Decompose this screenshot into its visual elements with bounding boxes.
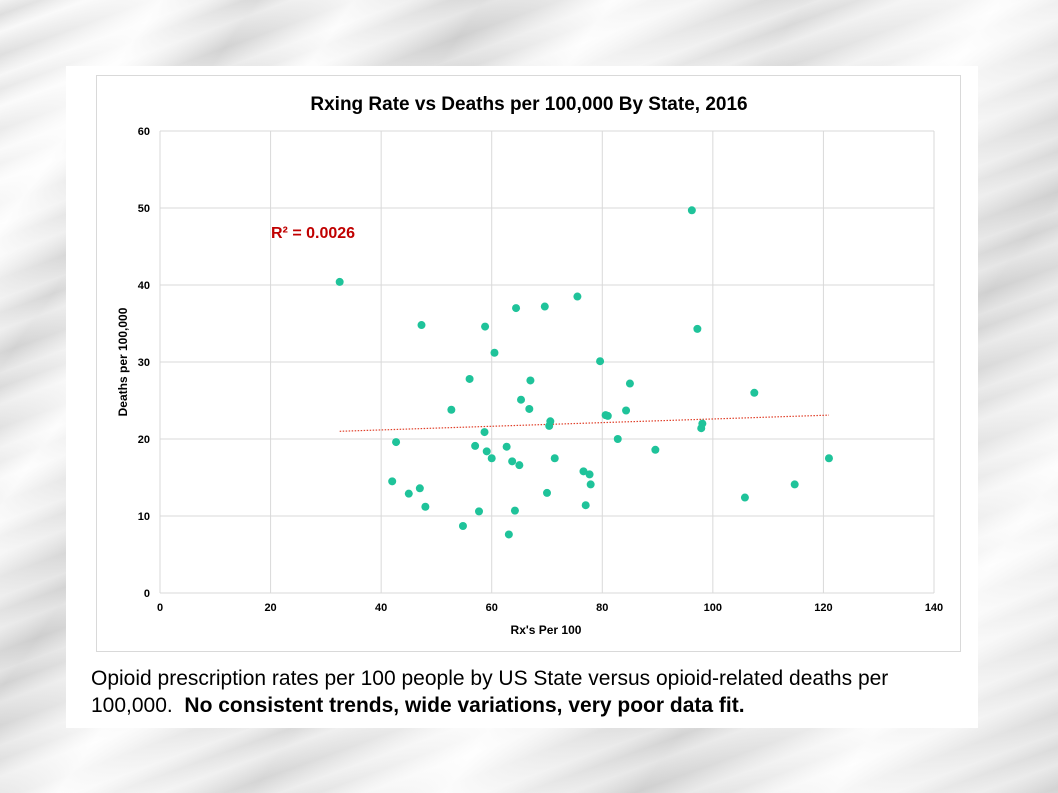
x-tick-label: 100	[704, 602, 722, 614]
trendline	[339, 414, 829, 432]
data-point	[622, 406, 631, 415]
data-point	[517, 395, 526, 404]
data-point	[546, 417, 555, 426]
x-tick-label: 0	[157, 602, 163, 614]
tick-labels: 0 10 20 30 40 50 60 0 20 40 60 80 100 120 140	[138, 126, 943, 614]
data-point	[550, 454, 559, 463]
data-point	[392, 438, 401, 447]
data-point	[526, 376, 535, 385]
caption-text: Opioid prescription rates per 100 people…	[91, 667, 889, 717]
data-point	[404, 489, 413, 498]
y-tick-label: 50	[138, 203, 150, 215]
y-tick-label: 0	[144, 588, 150, 600]
data-point	[417, 321, 426, 330]
data-point	[581, 501, 590, 510]
data-point	[596, 357, 605, 366]
x-tick-label: 20	[264, 602, 276, 614]
data-point	[504, 530, 513, 539]
x-tick-label: 120	[814, 602, 832, 614]
x-tick-label: 140	[925, 602, 943, 614]
data-point	[421, 502, 430, 511]
data-point	[687, 206, 696, 215]
data-point	[585, 470, 594, 479]
data-point	[603, 411, 612, 420]
data-point	[613, 435, 622, 443]
chart-area: Rxing Rate vs Deaths per 100,000 By Stat…	[96, 75, 961, 652]
gridlines	[159, 130, 935, 594]
data-point	[508, 457, 517, 466]
data-point	[490, 348, 499, 357]
data-point	[458, 522, 467, 531]
data-point	[471, 441, 480, 450]
data-point	[388, 477, 397, 486]
data-point	[487, 454, 496, 463]
data-point	[540, 302, 549, 311]
data-point	[790, 480, 799, 489]
x-tick-label: 40	[375, 602, 387, 614]
data-point	[698, 419, 707, 428]
data-point	[447, 405, 456, 414]
data-point	[502, 442, 511, 451]
x-tick-label: 80	[596, 602, 608, 614]
data-point	[543, 488, 551, 497]
data-point	[693, 324, 702, 333]
data-point	[573, 292, 582, 301]
data-points	[335, 206, 833, 539]
x-axis-label: Rx's Per 100	[511, 623, 582, 637]
y-tick-label: 10	[138, 511, 150, 523]
data-point	[481, 322, 490, 331]
data-point	[586, 480, 595, 489]
data-point	[465, 374, 474, 383]
y-tick-label: 30	[138, 357, 150, 369]
data-point	[525, 404, 534, 413]
r-squared-label: R² = 0.0026	[271, 225, 355, 242]
data-point	[474, 507, 483, 516]
data-point	[750, 388, 759, 397]
data-point	[335, 277, 344, 286]
data-point	[510, 506, 519, 515]
data-point	[512, 304, 521, 313]
data-point	[651, 445, 660, 454]
data-point	[515, 461, 524, 470]
scatter-chart: Rxing Rate vs Deaths per 100,000 By Stat…	[116, 94, 943, 637]
data-point	[482, 447, 491, 456]
y-tick-label: 40	[138, 280, 150, 292]
data-point	[480, 428, 489, 437]
data-point	[625, 379, 634, 388]
data-point	[579, 467, 588, 476]
y-tick-label: 60	[138, 126, 150, 138]
y-tick-label: 20	[138, 434, 150, 446]
x-tick-label: 60	[486, 602, 498, 614]
slide-caption: Opioid prescription rates per 100 people…	[91, 665, 981, 719]
caption-bold-text: No consistent trends, wide variations, v…	[184, 694, 745, 717]
data-point	[740, 493, 749, 502]
data-point	[415, 484, 424, 493]
y-axis-label: Deaths per 100,000	[116, 307, 130, 416]
chart-title: Rxing Rate vs Deaths per 100,000 By Stat…	[310, 94, 747, 115]
data-point	[824, 454, 833, 463]
